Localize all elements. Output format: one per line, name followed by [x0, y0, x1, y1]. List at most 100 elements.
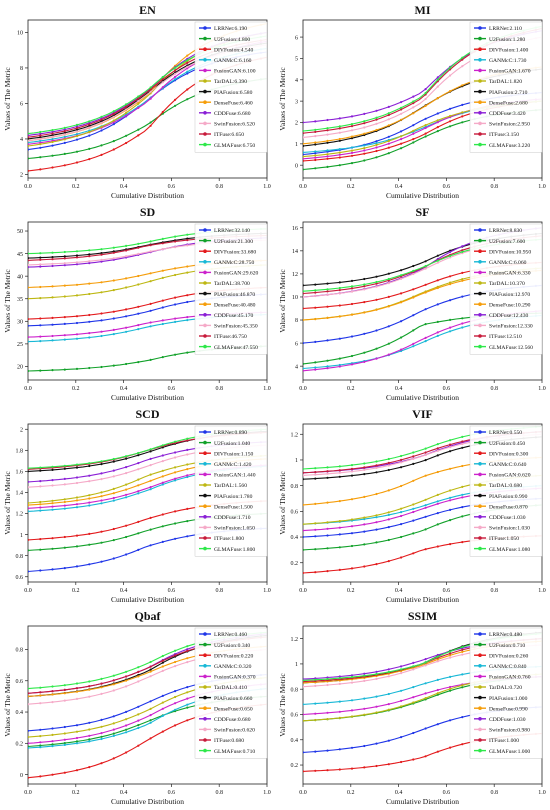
series-point-glmafuse — [39, 130, 42, 134]
series-point-ganmcc — [186, 703, 189, 706]
series-point-glmafuse — [112, 457, 115, 461]
series-point-swinfusion — [125, 255, 128, 258]
series-point-itfuse — [461, 648, 464, 651]
legend-marker-divfusion — [478, 47, 482, 51]
series-point-tardal — [112, 487, 115, 490]
legend-box — [469, 627, 543, 759]
series-point-tardal — [137, 478, 140, 481]
series-point-piafusion — [412, 462, 415, 465]
series-point-u2fusion — [137, 724, 140, 727]
series-point-fusiongan — [63, 334, 66, 337]
series-point-ganmcc — [125, 731, 128, 734]
series-point-tardal — [303, 719, 305, 722]
series-point-ganmcc — [75, 337, 79, 340]
legend-label-itfuse: ITFuse:6.650 — [214, 132, 244, 138]
series-point-divfusion — [100, 530, 103, 533]
series-point-fusiongan — [363, 523, 366, 526]
chart-title: SSIM — [408, 609, 437, 623]
series-point-ganmcc — [186, 319, 189, 322]
series-point-lrrnet — [28, 570, 30, 573]
series-point-piafusion — [436, 254, 439, 257]
series-point-lrrnet — [125, 553, 128, 556]
x-tick-label: 0.6 — [168, 386, 176, 392]
series-point-fusiongan — [112, 728, 115, 731]
series-point-lrrnet — [314, 152, 317, 155]
series-point-piafusion — [363, 277, 366, 281]
series-point-tardal — [424, 498, 427, 501]
series-point-lrrnet — [314, 340, 317, 343]
series-point-glmafuse — [125, 244, 128, 247]
legend-label-itfuse: ITFuse:1.000 — [489, 738, 519, 744]
series-point-divfusion — [314, 571, 317, 574]
series-point-glmafuse — [375, 116, 378, 119]
series-point-fusiongan — [125, 114, 128, 117]
series-point-lrrnet — [449, 107, 452, 110]
y-tick-label: 6 — [295, 341, 298, 347]
series-point-glmafuse — [436, 259, 439, 262]
series-point-glmafuse — [363, 462, 366, 465]
series-point-lrrnet — [326, 749, 329, 752]
series-point-ganmcc — [314, 366, 317, 369]
series-point-u2fusion — [100, 365, 103, 369]
series-point-glmafuse — [449, 439, 452, 442]
series-point-swinfusion — [412, 457, 415, 460]
series-point-divfusion — [303, 770, 305, 773]
series-point-densefuse — [303, 503, 305, 506]
series-point-itfuse — [88, 123, 91, 126]
y-axis-label: Values of The Metric — [278, 269, 287, 333]
series-point-glmafuse — [387, 112, 390, 115]
legend-label-divfusion: DIVFusion:0.300 — [489, 451, 529, 457]
series-point-u2fusion — [412, 329, 415, 332]
legend-label-piafusion: PIAFusion:12.970 — [489, 292, 530, 298]
series-point-glmafuse — [412, 451, 415, 454]
series-point-glmafuse — [449, 66, 452, 69]
y-tick-label: 8 — [20, 66, 23, 72]
series-point-tardal — [75, 730, 79, 733]
y-tick-label: 45 — [17, 252, 23, 258]
legend-label-divfusion: DIVFusion:4.540 — [214, 47, 254, 53]
series-point-u2fusion — [449, 689, 452, 692]
series-point-glmafuse — [63, 684, 66, 687]
series-point-fusiongan — [314, 156, 317, 159]
series-point-u2fusion — [363, 351, 366, 354]
series-point-tardal — [424, 697, 427, 700]
series-point-piafusion — [303, 284, 305, 287]
series-point-densefuse — [75, 499, 79, 502]
series-point-u2fusion — [461, 686, 464, 689]
legend-label-lrrnet: LRRNet:0.480 — [489, 632, 522, 638]
series-point-fusiongan — [326, 711, 329, 714]
series-point-u2fusion — [112, 539, 115, 542]
series-point-tardal — [449, 687, 452, 690]
legend-label-glmafuse: GLMAFuse:1.000 — [489, 749, 530, 755]
series-point-swinfusion — [186, 661, 189, 664]
series-point-divfusion — [387, 146, 390, 149]
series-point-divfusion — [125, 141, 128, 145]
legend-label-ganmcc: GANMcC:6.060 — [489, 260, 527, 266]
series-point-swinfusion — [363, 126, 366, 129]
series-point-piafusion — [125, 457, 128, 460]
x-tick-label: 0.6 — [168, 184, 176, 190]
series-point-tardal — [461, 278, 464, 281]
legend-marker-piafusion — [478, 695, 482, 700]
series-point-divfusion — [314, 158, 317, 162]
series-point-densefuse — [186, 54, 189, 57]
series-point-glmafuse — [161, 237, 164, 240]
series-point-divfusion — [149, 737, 152, 740]
legend-marker-lrrnet — [203, 632, 207, 636]
series-point-ganmcc — [75, 133, 79, 136]
series-point-glmafuse — [161, 654, 164, 658]
legend-label-itfuse: ITFuse:1.050 — [489, 536, 519, 542]
x-tick-label: 0.0 — [299, 588, 307, 594]
series-point-cddfuse — [375, 109, 378, 112]
x-tick-label: 0.6 — [443, 386, 451, 392]
series-point-fusiongan — [338, 710, 341, 713]
series-point-swinfusion — [39, 485, 42, 488]
series-point-u2fusion — [314, 361, 317, 364]
series-point-glmafuse — [412, 269, 415, 272]
y-tick-label: 1 — [20, 533, 23, 539]
series-point-swinfusion — [375, 285, 378, 288]
y-tick-label: 1 — [295, 142, 298, 148]
series-point-ganmcc — [28, 141, 30, 144]
series-point-ganmcc — [314, 150, 317, 153]
series-point-densefuse — [387, 305, 390, 308]
